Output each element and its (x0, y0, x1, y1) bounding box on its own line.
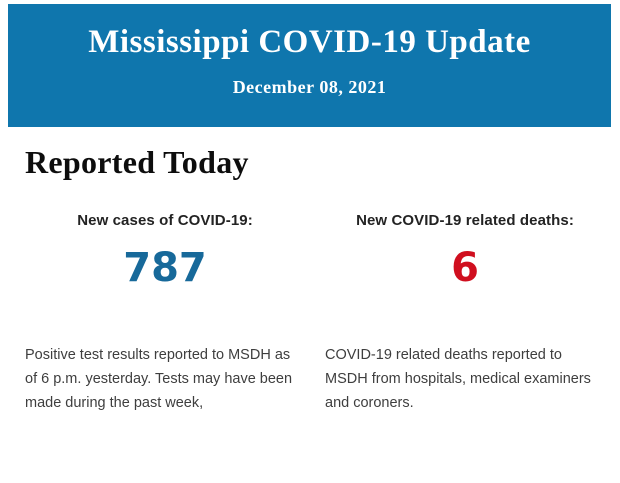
main-content: Reported Today New cases of COVID-19: 78… (25, 127, 605, 415)
section-heading: Reported Today (25, 144, 249, 180)
new-deaths-value: 6 (451, 245, 479, 291)
stat-column-new-deaths: New COVID-19 related deaths: 6 COVID-19 … (325, 212, 605, 415)
new-deaths-label: New COVID-19 related deaths: (356, 212, 574, 229)
stat-column-new-cases: New cases of COVID-19: 787 Positive test… (25, 212, 305, 415)
new-cases-description: Positive test results reported to MSDH a… (25, 347, 293, 411)
page-title: Mississippi COVID-19 Update (88, 24, 531, 60)
stat-columns: New cases of COVID-19: 787 Positive test… (25, 212, 605, 415)
new-cases-label: New cases of COVID-19: (77, 212, 253, 229)
report-date: December 08, 2021 (232, 77, 387, 97)
new-deaths-description: COVID-19 related deaths reported to MSDH… (325, 347, 591, 411)
header-banner: Mississippi COVID-19 Update December 08,… (8, 4, 611, 127)
new-cases-value: 787 (123, 245, 207, 291)
